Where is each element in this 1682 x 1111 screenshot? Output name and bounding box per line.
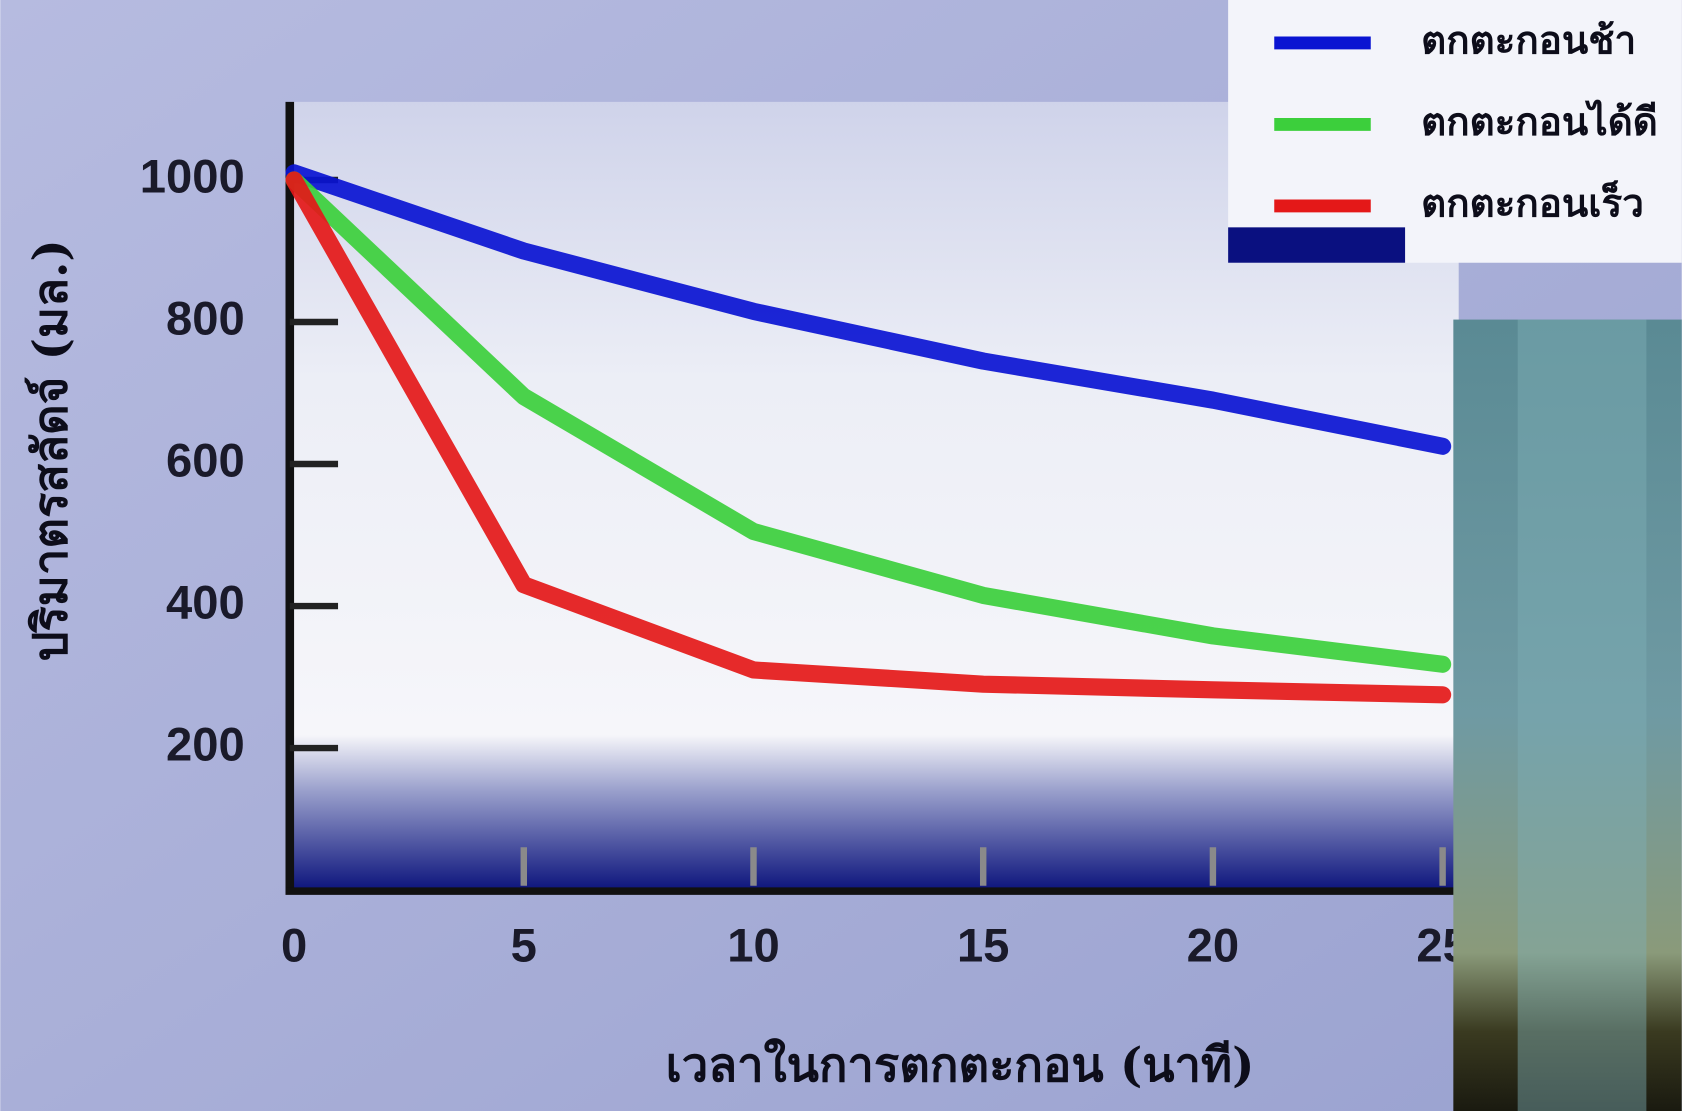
x-tick-label: 5: [511, 919, 537, 972]
cylinder-glass: [1518, 320, 1647, 1111]
x-axis-label: เวลาในการตกตะกอน (นาที): [666, 1037, 1255, 1093]
y-axis-label: ปริมาตรสลัดจ์ (มล.): [24, 239, 79, 661]
x-tick-label: 20: [1187, 919, 1239, 972]
y-tick-label: 600: [166, 433, 245, 486]
y-tick-label: 400: [166, 576, 245, 629]
y-tick-label: 800: [166, 291, 245, 344]
x-tick-label: 15: [957, 919, 1009, 972]
y-tick-label: 1000: [140, 149, 245, 202]
legend-label: ตกตะกอนได้ดี: [1421, 99, 1658, 145]
legend-label: ตกตะกอนเร็ว: [1421, 180, 1644, 227]
y-tick-label: 200: [166, 718, 245, 771]
chart: 20040060080010000510152025 ตกตะกอนช้าตกต…: [0, 0, 1682, 1111]
x-tick-label: 0: [281, 919, 307, 972]
legend-band: [1228, 227, 1405, 262]
legend-label: ตกตะกอนช้า: [1421, 19, 1636, 64]
x-tick-label: 10: [727, 919, 779, 972]
page: {"chart_data": {"type": "line", "x_label…: [0, 0, 1682, 1111]
